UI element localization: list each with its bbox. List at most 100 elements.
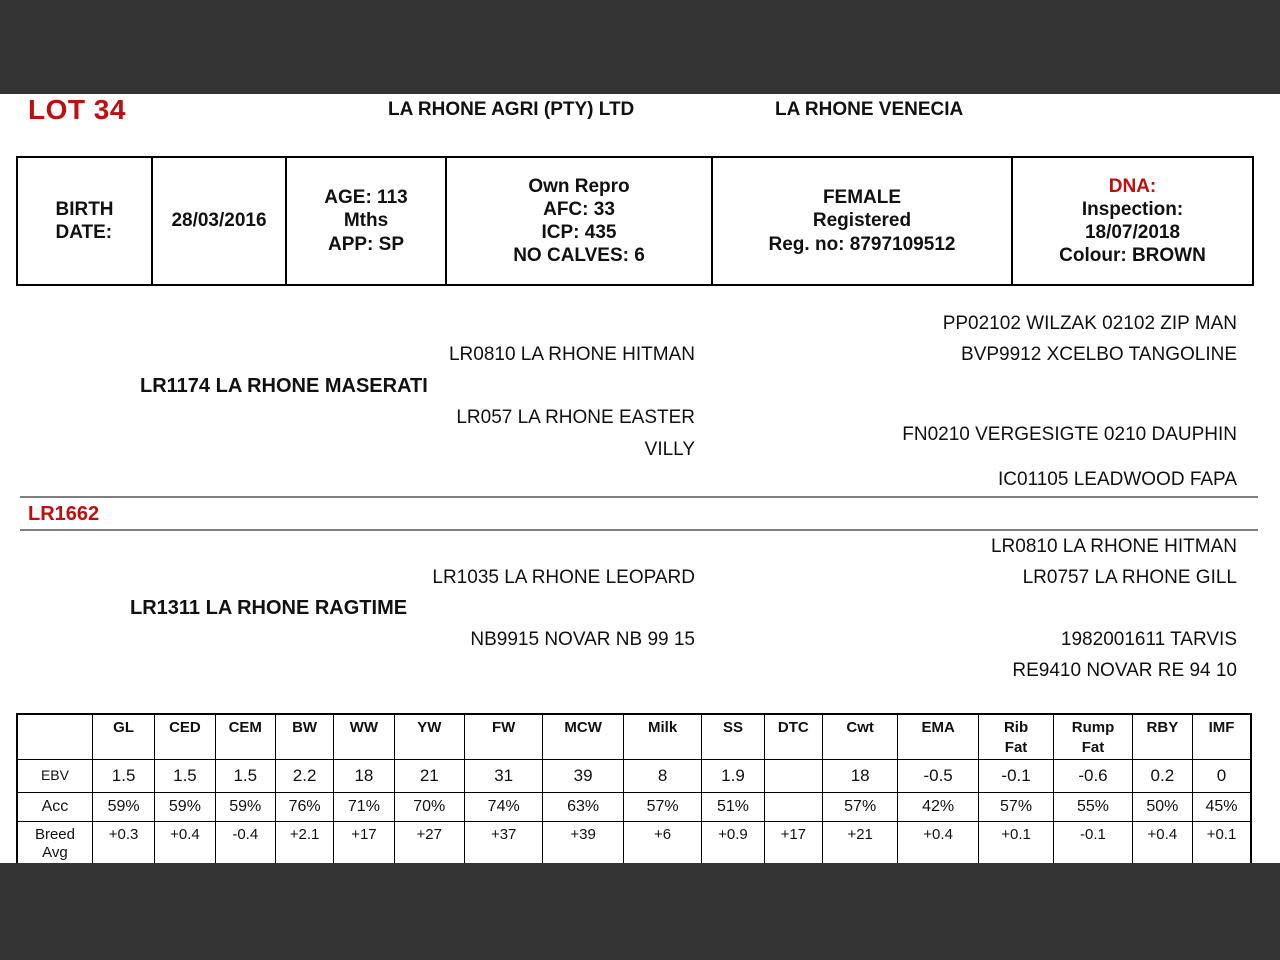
ebv-cell: 45% — [1192, 791, 1252, 822]
ebv-cell: 51% — [701, 791, 765, 822]
dna-cell: DNA: Inspection: 18/07/2018 Colour: BROW… — [1011, 156, 1254, 286]
ebv-column-header: GL — [91, 713, 156, 760]
ebv-row-label: Acc — [16, 791, 93, 822]
ebv-cell: 18 — [821, 758, 899, 793]
ebv-cell: +0.1 — [1192, 820, 1252, 868]
ebv-cell: +6 — [622, 820, 703, 868]
ebv-cell: 1.5 — [154, 758, 216, 793]
divider-line-bottom — [20, 529, 1258, 531]
ebv-cell: 2.2 — [274, 758, 335, 793]
ebv-cell: 55% — [1053, 791, 1133, 822]
ebv-cell: +0.3 — [91, 820, 156, 868]
dna-label: DNA: — [1108, 175, 1157, 197]
ebv-cell: +0.4 — [897, 820, 979, 868]
birth-date-label-cell: BIRTH DATE: — [16, 156, 153, 286]
birth-date-label: BIRTH DATE: — [55, 198, 114, 243]
ebv-cell — [763, 758, 823, 793]
registration-cell: FEMALE Registered Reg. no: 8797109512 — [711, 156, 1013, 286]
ebv-cell: 1.9 — [701, 758, 765, 793]
ebv-cell: 0.2 — [1131, 758, 1194, 793]
ebv-cell: +0.4 — [1131, 820, 1194, 868]
animal-name: LA RHONE VENECIA — [775, 99, 964, 120]
ebv-row-label: EBV — [16, 758, 93, 793]
birth-date-value: 28/03/2016 — [151, 156, 287, 286]
pedigree-sire-sire-dam: BVP9912 XCELBO TANGOLINE — [961, 344, 1237, 365]
ebv-column-header: Milk — [622, 713, 703, 760]
ebv-cell: +27 — [393, 820, 465, 868]
pedigree-sire-sire-sire: PP02102 WILZAK 02102 ZIP MAN — [942, 313, 1237, 334]
ebv-cell: 71% — [333, 791, 395, 822]
ebv-column-header: CEM — [214, 713, 276, 760]
ebv-cell: 74% — [463, 791, 544, 822]
ebv-cell: +17 — [763, 820, 823, 868]
ebv-cell: 76% — [274, 791, 335, 822]
ebv-cell: +37 — [463, 820, 544, 868]
pedigree-dam-dam-sire: 1982001611 TARVIS — [1060, 629, 1237, 650]
ebv-cell: -0.1 — [977, 758, 1055, 793]
pedigree-sire-dam-sire: FN0210 VERGESIGTE 0210 DAUPHIN — [902, 424, 1237, 445]
pedigree-sire-dam-line2: VILLY — [644, 439, 695, 460]
ebv-cell: +39 — [542, 820, 624, 868]
ebv-cell: 8 — [622, 758, 703, 793]
pedigree-sire-sire: LR0810 LA RHONE HITMAN — [448, 344, 695, 365]
ebv-cell: 63% — [542, 791, 624, 822]
ebv-column-header: EMA — [897, 713, 979, 760]
ebv-cell: -0.5 — [897, 758, 979, 793]
ebv-column-header: CED — [154, 713, 216, 760]
ebv-cell: 57% — [821, 791, 899, 822]
pedigree-sire-dam-dam: IC01105 LEADWOOD FAPA — [998, 469, 1237, 490]
ebv-corner-cell — [16, 713, 93, 760]
animal-info-table: BIRTH DATE: 28/03/2016 AGE: 113 Mths APP… — [16, 156, 1254, 286]
ebv-column-header: FW — [463, 713, 544, 760]
ebv-cell: 59% — [91, 791, 156, 822]
ebv-cell: 39 — [542, 758, 624, 793]
ebv-table-row: Breed Avg +0.3 +0.4 -0.4 +2.1 +17 +27 +37 +39 +6 +… — [16, 820, 1252, 868]
ebv-column-header: Cwt — [821, 713, 899, 760]
top-dark-bar — [0, 0, 1280, 94]
bottom-dark-bar — [0, 863, 1280, 960]
ebv-cell: 0 — [1192, 758, 1252, 793]
dna-details: Inspection: 18/07/2018 Colour: BROWN — [1059, 198, 1206, 267]
ebv-cell: 1.5 — [91, 758, 156, 793]
ebv-cell: 31 — [463, 758, 544, 793]
ebv-cell: +17 — [333, 820, 395, 868]
ebv-cell: -0.6 — [1053, 758, 1133, 793]
ebv-column-header: MCW — [542, 713, 624, 760]
ebv-table: GL CED CEM BW WW YW FW MCW Milk SS DTC Cwt EMA Rib Fa… — [16, 713, 1252, 868]
ebv-cell: +0.4 — [154, 820, 216, 868]
ebv-column-header: Rib Fat — [977, 713, 1055, 760]
age-app-cell: AGE: 113 Mths APP: SP — [285, 156, 447, 286]
ebv-cell: 18 — [333, 758, 395, 793]
ebv-cell: 59% — [214, 791, 276, 822]
ebv-column-header: YW — [393, 713, 465, 760]
ebv-cell: +0.9 — [701, 820, 765, 868]
ebv-cell — [763, 791, 823, 822]
ebv-cell: 21 — [393, 758, 465, 793]
ebv-cell: 50% — [1131, 791, 1194, 822]
ebv-cell: 70% — [393, 791, 465, 822]
ebv-table-row: Acc 59% 59% 59% 76% 71% 70% 74% 63% 57% 51% 57% 42% 5… — [16, 791, 1252, 822]
divider-line-top — [20, 496, 1258, 498]
company-name: LA RHONE AGRI (PTY) LTD — [388, 99, 635, 120]
ebv-column-header: RBY — [1131, 713, 1194, 760]
ebv-row-label: Breed Avg — [16, 820, 93, 868]
pedigree-dam-name: LR1311 LA RHONE RAGTIME — [130, 597, 408, 619]
ebv-column-header: SS — [701, 713, 765, 760]
pedigree-dam-dam: NB9915 NOVAR NB 99 15 — [470, 629, 695, 650]
ebv-cell: 57% — [977, 791, 1055, 822]
ebv-column-header: Rump Fat — [1053, 713, 1133, 760]
ebv-table-head: GL CED CEM BW WW YW FW MCW Milk SS DTC Cwt EMA Rib Fa… — [16, 713, 1252, 760]
subject-id: LR1662 — [28, 503, 100, 525]
pedigree-dam-dam-dam: RE9410 NOVAR RE 94 10 — [1012, 660, 1237, 681]
ebv-column-header: DTC — [763, 713, 823, 760]
ebv-cell: -0.1 — [1053, 820, 1133, 868]
ebv-column-header: WW — [333, 713, 395, 760]
ebv-table-body: EBV 1.5 1.5 1.5 2.2 18 21 31 39 8 1.9 18 -0.5 -0.1 -0.… — [16, 758, 1252, 868]
ebv-table-row: EBV 1.5 1.5 1.5 2.2 18 21 31 39 8 1.9 18 -0.5 -0.1 -0.… — [16, 758, 1252, 793]
pedigree-dam-sire: LR1035 LA RHONE LEOPARD — [432, 567, 695, 588]
ebv-cell: 57% — [622, 791, 703, 822]
pedigree-sire-name: LR1174 LA RHONE MASERATI — [140, 375, 428, 397]
ebv-column-header: IMF — [1192, 713, 1252, 760]
ebv-cell: 59% — [154, 791, 216, 822]
